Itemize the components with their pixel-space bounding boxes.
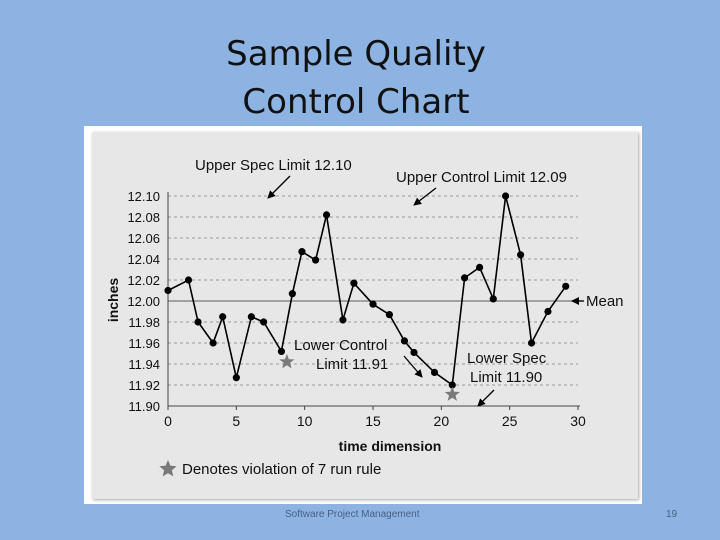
y-tick-label: 12.04 [127, 252, 160, 267]
data-point [164, 286, 172, 295]
lower-spec-label-line-1: Lower Spec [467, 350, 547, 367]
legend-text: Denotes violation of 7 run rule [182, 461, 381, 478]
lower-spec-arrow [477, 389, 495, 407]
y-tick-label: 11.96 [128, 336, 160, 351]
data-point [322, 211, 331, 219]
legend: Denotes violation of 7 run rule [159, 460, 381, 478]
x-tick-label: 10 [297, 413, 313, 429]
y-tick-label: 12.08 [127, 210, 160, 225]
data-point [339, 316, 347, 324]
y-axis-title: inches [105, 278, 121, 323]
y-tick-label: 11.92 [128, 378, 160, 393]
legend-star-icon [159, 460, 177, 477]
data-point [400, 337, 409, 345]
data-point [489, 295, 497, 303]
data-point [298, 248, 306, 256]
mean-label: Mean [586, 293, 624, 310]
series [164, 192, 570, 401]
data-point [544, 307, 552, 316]
y-tick-label: 11.90 [128, 399, 160, 414]
upper-control-label: Upper Control Limit 12.09 [396, 169, 567, 186]
page-number: 19 [666, 509, 678, 520]
y-tick-label: 11.94 [128, 357, 160, 372]
data-point [517, 251, 525, 259]
lower-control-arrow [403, 355, 423, 378]
data-point [410, 348, 418, 357]
data-point [385, 311, 393, 319]
data-point [247, 313, 255, 321]
data-point [184, 276, 193, 284]
data-point [430, 368, 439, 376]
slide-title-line-2: Control Chart [242, 82, 470, 122]
lower-control-label-line-1: Lower Control [294, 337, 387, 354]
data-point [476, 263, 484, 271]
axes: 12.10 12.08 12.06 12.04 12.02 12.00 11.98 11.96… [127, 189, 586, 429]
upper-spec-arrow [267, 175, 291, 199]
violation-star-icon [444, 386, 460, 401]
chart-frame [84, 126, 642, 504]
x-tick-label: 30 [570, 413, 586, 429]
y-tick-label: 12.10 [127, 189, 160, 204]
data-point [350, 279, 358, 287]
data-point [219, 313, 227, 321]
chart-panel [92, 132, 638, 499]
data-point [232, 374, 240, 382]
data-point [260, 318, 268, 326]
data-point [288, 290, 296, 298]
gridlines [168, 195, 582, 407]
y-tick-label: 12.00 [127, 294, 160, 309]
data-point [312, 256, 320, 264]
data-point [562, 282, 570, 290]
data-point [369, 300, 377, 308]
x-axis-title: time dimension [339, 438, 442, 454]
lower-spec-label-line-2: Limit 11.90 [470, 369, 542, 386]
violation-star-icon [279, 353, 295, 369]
x-tick-label: 20 [434, 413, 450, 429]
slide-title: Sample Quality Control Chart [0, 30, 712, 126]
annotations: Upper Spec Limit 12.10 Upper Control Lim… [195, 157, 624, 407]
data-point [460, 274, 469, 282]
y-tick-label: 11.98 [128, 315, 160, 330]
y-tick-label: 12.06 [127, 231, 160, 246]
data-point [501, 192, 510, 200]
x-tick-label: 25 [502, 413, 518, 429]
data-point [448, 381, 456, 389]
lower-control-label-line-2: Limit 11.91 [316, 356, 388, 373]
data-point [194, 318, 202, 326]
x-tick-label: 5 [232, 413, 240, 429]
upper-control-arrow [413, 187, 437, 206]
footer-text: Software Project Management [285, 509, 420, 520]
slide-title-line-1: Sample Quality [226, 34, 486, 74]
x-tick-label: 0 [164, 413, 172, 429]
x-tick-label: 15 [365, 413, 381, 429]
data-point [277, 347, 286, 355]
upper-spec-label: Upper Spec Limit 12.10 [195, 157, 352, 174]
data-point [209, 339, 217, 347]
data-point [527, 339, 536, 347]
y-tick-label: 12.02 [127, 273, 160, 288]
